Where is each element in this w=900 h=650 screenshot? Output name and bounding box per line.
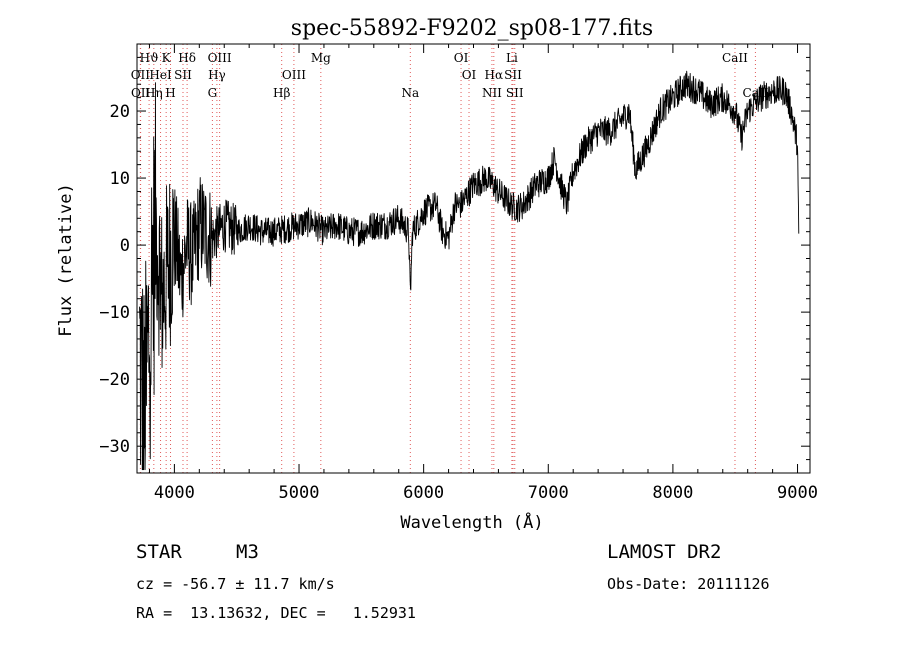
line-label: NII — [482, 86, 502, 100]
y-tick-label: 20 — [110, 102, 130, 122]
y-tick-label: 10 — [110, 169, 130, 189]
line-label: Na — [401, 86, 419, 100]
spectrum-layer — [139, 70, 800, 471]
line-label: SII — [506, 86, 524, 100]
line-label: OIII — [282, 68, 306, 82]
redshift-velocity: cz = -56.7 ± 11.7 km/s — [136, 575, 335, 593]
coordinates: RA = 13.13632, DEC = 1.52931 — [136, 604, 416, 622]
line-label: OI — [454, 51, 469, 65]
object-type: STAR — [136, 541, 182, 563]
x-tick-label: 4000 — [154, 483, 195, 503]
y-tick-label: −20 — [99, 370, 130, 390]
chart-title: spec-55892-F9202_sp08-177.fits — [291, 16, 653, 41]
x-axis-label: Wavelength (Å) — [400, 511, 543, 533]
survey-name: LAMOST DR2 — [607, 541, 722, 563]
line-label: HeI — [149, 68, 172, 82]
line-label: CaII — [742, 86, 768, 100]
line-label: SII — [174, 68, 192, 82]
line-label: K — [162, 51, 172, 65]
line-label: CaII — [722, 51, 748, 65]
line-label: Hϑ — [140, 51, 159, 65]
spectrum-line — [139, 70, 800, 471]
line-label: G — [208, 86, 218, 100]
y-axis-label: Flux (relative) — [56, 183, 76, 337]
object-subclass: M3 — [236, 541, 259, 563]
x-tick-label: 6000 — [403, 483, 444, 503]
y-tick-label: 0 — [120, 236, 130, 256]
x-tick-label: 5000 — [279, 483, 320, 503]
line-label: SII — [504, 68, 522, 82]
line-label: Hγ — [208, 68, 226, 82]
y-tick-label: −30 — [99, 437, 130, 457]
line-label: H — [165, 86, 175, 100]
line-label: Li — [506, 51, 518, 65]
line-label: Hβ — [273, 86, 290, 100]
line-label: Mg — [311, 51, 331, 65]
observation-date: Obs-Date: 20111126 — [607, 575, 770, 593]
x-tick-label: 9000 — [777, 483, 818, 503]
axis-ticks: 4000 5000 6000 7000 8000 9000 −30 −20 −10 0 10 20 — [99, 44, 818, 503]
line-label: OI — [462, 68, 477, 82]
line-label: OII — [131, 68, 151, 82]
y-tick-label: −10 — [99, 303, 130, 323]
line-label: Hα — [485, 68, 504, 82]
x-tick-label: 7000 — [528, 483, 569, 503]
x-tick-label: 8000 — [652, 483, 693, 503]
line-label: Hη — [145, 86, 163, 100]
line-label: Hδ — [178, 51, 196, 65]
line-label: OII — [131, 86, 151, 100]
line-label: OIII — [208, 51, 232, 65]
